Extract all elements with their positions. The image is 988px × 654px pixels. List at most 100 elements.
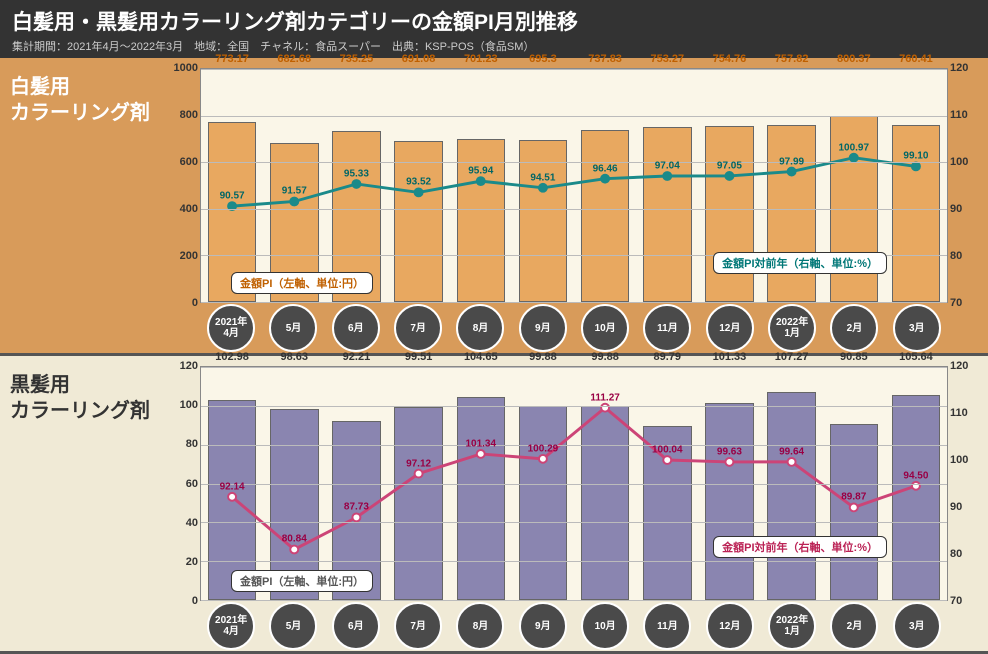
chart-area: 102.9898.6392.2199.51104.6599.8899.8889.… — [200, 366, 948, 601]
month-badge: 10月 — [581, 304, 629, 352]
page-title: 白髪用・黒髪用カラーリング剤カテゴリーの金額PI月別推移 — [12, 6, 976, 36]
chart-panel-black-hair: 黒髪用カラーリング剤 020406080100120 7080901001101… — [0, 356, 988, 654]
bar-value-label: 104.65 — [464, 351, 498, 363]
line-value-label: 95.33 — [344, 169, 369, 180]
x-label: 6月 — [325, 603, 387, 649]
bar-value-label: 92.21 — [343, 351, 371, 363]
bar-value-label: 98.63 — [280, 351, 308, 363]
month-badge: 5月 — [269, 304, 317, 352]
grid-line — [201, 600, 947, 601]
y-axis-left: 02004006008001000 — [170, 68, 198, 303]
line-value-label: 87.73 — [344, 502, 369, 513]
grid-line — [201, 445, 947, 446]
bar-value-label: 754.76 — [713, 53, 747, 65]
month-badge: 12月 — [706, 602, 754, 650]
y-tick: 120 — [950, 360, 978, 372]
line-value-label: 94.51 — [530, 172, 555, 183]
x-label: 2021年4月 — [200, 305, 262, 351]
month-badge: 8月 — [456, 304, 504, 352]
line-value-label: 93.52 — [406, 177, 431, 188]
bar-slot: 760.41 — [885, 69, 947, 302]
bar-value-label: 691.08 — [402, 53, 436, 65]
bar — [643, 127, 691, 303]
panel-label: 白髪用カラーリング剤 — [10, 74, 150, 126]
y-tick: 90 — [950, 203, 978, 215]
month-badge: 3月 — [893, 304, 941, 352]
bar-value-label: 99.88 — [591, 351, 619, 363]
bar-value-label: 105.64 — [899, 351, 933, 363]
x-label: 8月 — [449, 305, 511, 351]
line-value-label: 97.12 — [406, 458, 431, 469]
month-badge: 7月 — [394, 602, 442, 650]
x-label: 2月 — [823, 603, 885, 649]
x-label: 5月 — [262, 305, 324, 351]
x-label: 8月 — [449, 603, 511, 649]
grid-line — [201, 406, 947, 407]
panel-label: 黒髪用カラーリング剤 — [10, 372, 150, 424]
bar-value-label: 99.88 — [529, 351, 557, 363]
line-value-label: 99.64 — [779, 446, 804, 457]
y-axis-right: 708090100110120 — [950, 68, 978, 303]
x-label: 9月 — [512, 603, 574, 649]
line-value-label: 100.04 — [652, 445, 683, 456]
x-label: 2021年4月 — [200, 603, 262, 649]
y-axis-left: 020406080100120 — [170, 366, 198, 601]
bar-value-label: 757.82 — [775, 53, 809, 65]
bar — [892, 395, 940, 600]
x-axis: 2021年4月5月6月7月8月9月10月11月12月2022年1月2月3月 — [200, 603, 948, 649]
x-label: 3月 — [886, 305, 948, 351]
bar-slot: 695.3 — [512, 69, 574, 302]
legend-right-axis: 金額PI対前年（右軸、単位:%） — [713, 252, 887, 274]
grid-line — [201, 116, 947, 117]
bar-value-label: 682.68 — [277, 53, 311, 65]
month-badge: 2月 — [830, 602, 878, 650]
grid-line — [201, 302, 947, 303]
bar-slot: 737.83 — [574, 69, 636, 302]
y-tick: 110 — [950, 109, 978, 121]
bar-value-label: 737.83 — [588, 53, 622, 65]
month-badge: 11月 — [643, 304, 691, 352]
bar-value-label: 701.23 — [464, 53, 498, 65]
month-badge: 8月 — [456, 602, 504, 650]
line-value-label: 97.04 — [655, 161, 680, 172]
bar — [581, 406, 629, 600]
month-badge: 2022年1月 — [768, 602, 816, 650]
y-tick: 70 — [950, 595, 978, 607]
bar — [581, 130, 629, 302]
grid-line — [201, 367, 947, 368]
bar-value-label: 102.98 — [215, 351, 249, 363]
y-tick: 400 — [170, 203, 198, 215]
line-value-label: 97.05 — [717, 161, 742, 172]
line-value-label: 96.46 — [593, 163, 618, 174]
month-badge: 2021年4月 — [207, 304, 255, 352]
x-label: 3月 — [886, 603, 948, 649]
line-value-label: 101.34 — [465, 439, 496, 450]
y-tick: 70 — [950, 297, 978, 309]
x-label: 6月 — [325, 305, 387, 351]
legend-left-axis: 金額PI（左軸、単位:円） — [231, 272, 373, 294]
line-value-label: 100.97 — [838, 142, 869, 153]
y-tick: 1000 — [170, 62, 198, 74]
bar-slot: 701.23 — [450, 69, 512, 302]
grid-line — [201, 209, 947, 210]
x-label: 7月 — [387, 603, 449, 649]
grid-line — [201, 561, 947, 562]
month-badge: 12月 — [706, 304, 754, 352]
y-tick: 120 — [170, 360, 198, 372]
y-tick: 40 — [170, 517, 198, 529]
bar — [705, 126, 753, 302]
bar — [519, 140, 567, 302]
month-badge: 6月 — [332, 602, 380, 650]
x-label: 7月 — [387, 305, 449, 351]
y-tick: 0 — [170, 297, 198, 309]
month-badge: 7月 — [394, 304, 442, 352]
x-axis: 2021年4月5月6月7月8月9月10月11月12月2022年1月2月3月 — [200, 305, 948, 351]
month-badge: 3月 — [893, 602, 941, 650]
bar-slot: 773.17 — [201, 69, 263, 302]
y-tick: 90 — [950, 501, 978, 513]
x-label: 12月 — [699, 305, 761, 351]
y-tick: 80 — [950, 548, 978, 560]
bar-slot: 753.27 — [636, 69, 698, 302]
y-tick: 600 — [170, 156, 198, 168]
month-badge: 2月 — [830, 304, 878, 352]
